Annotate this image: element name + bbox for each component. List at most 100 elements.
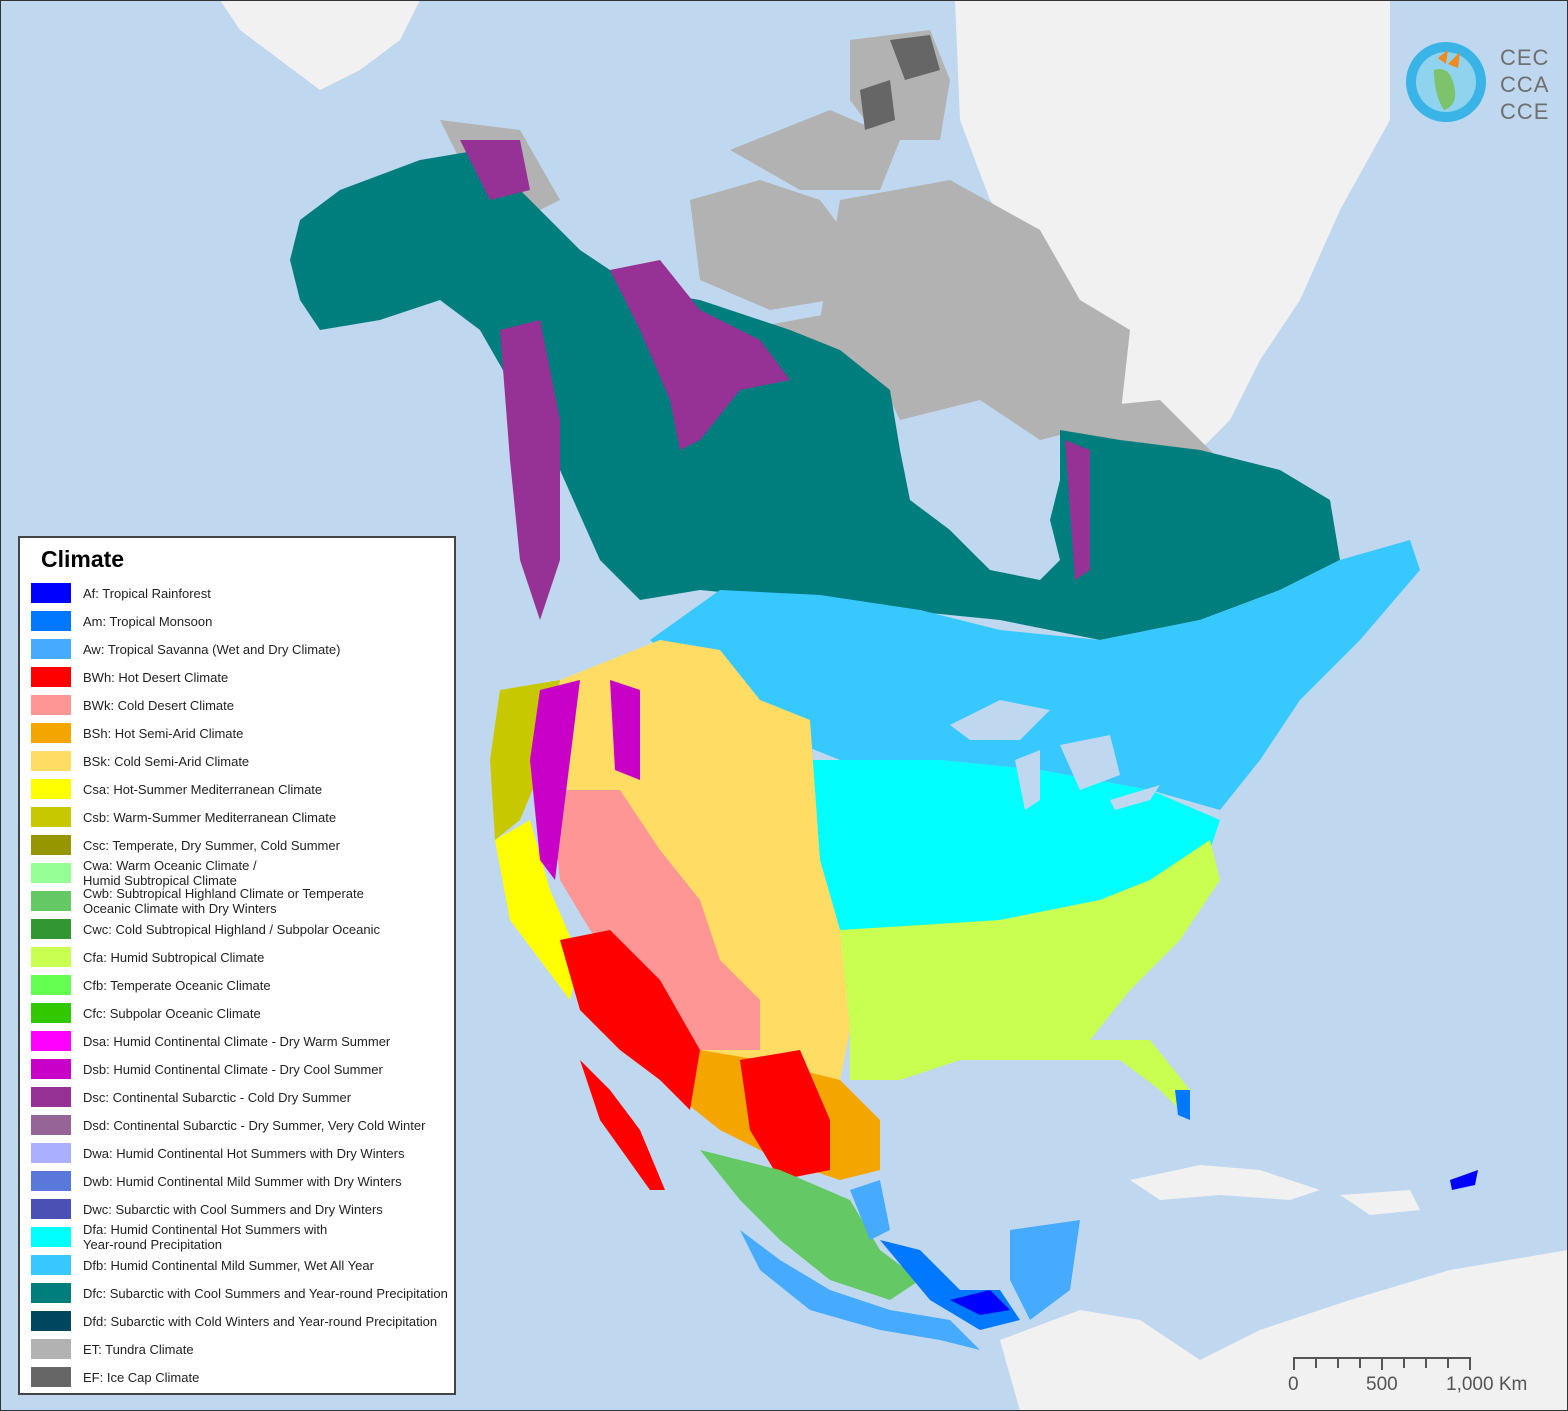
legend-label: Aw: Tropical Savanna (Wet and Dry Climat…	[83, 641, 341, 657]
legend-label: Dfb: Humid Continental Mild Summer, Wet …	[83, 1257, 374, 1273]
legend-swatch	[31, 779, 71, 799]
legend-label: Dwc: Subarctic with Cool Summers and Dry…	[83, 1201, 383, 1217]
legend-swatch	[31, 1143, 71, 1163]
legend-item: BSh: Hot Semi-Arid Climate	[31, 719, 448, 747]
logo-line-cec: CEC	[1500, 45, 1550, 70]
legend-item: Dsd: Continental Subarctic - Dry Summer,…	[31, 1111, 448, 1139]
legend-swatch	[31, 1255, 71, 1275]
great-lakes	[950, 700, 1160, 810]
legend-item: Dfa: Humid Continental Hot Summers with …	[31, 1222, 448, 1252]
legend-label: Am: Tropical Monsoon	[83, 613, 213, 629]
legend-swatch	[31, 863, 71, 883]
legend-item: Dsb: Humid Continental Climate - Dry Coo…	[31, 1055, 448, 1083]
legend-swatch	[31, 751, 71, 771]
globe-butterfly-icon	[1406, 42, 1486, 122]
region-cwb	[700, 1150, 920, 1300]
legend-swatch	[31, 835, 71, 855]
legend-swatch	[31, 807, 71, 827]
legend-item: EF: Ice Cap Climate	[31, 1363, 448, 1391]
scale-bar-ruler	[1293, 1357, 1471, 1370]
legend-item: Dfb: Humid Continental Mild Summer, Wet …	[31, 1251, 448, 1279]
legend-label: EF: Ice Cap Climate	[83, 1369, 200, 1385]
legend-swatch	[31, 1003, 71, 1023]
legend-swatch	[31, 1171, 71, 1191]
legend-label: Dwb: Humid Continental Mild Summer with …	[83, 1173, 402, 1189]
legend-swatch	[31, 891, 71, 911]
region-csa	[495, 820, 580, 1000]
legend-swatch	[31, 1115, 71, 1135]
legend-label: Csa: Hot-Summer Mediterranean Climate	[83, 781, 323, 797]
region-bwk	[550, 790, 760, 1050]
legend-item: Dwb: Humid Continental Mild Summer with …	[31, 1167, 448, 1195]
legend-item: Csc: Temperate, Dry Summer, Cold Summer	[31, 831, 448, 859]
region-dsb	[530, 680, 640, 880]
scale-label-1000: 1,000 Km	[1446, 1374, 1528, 1395]
legend-swatch	[31, 611, 71, 631]
logo-line-cca: CCA	[1500, 72, 1550, 97]
legend-item: Csb: Warm-Summer Mediterranean Climate	[31, 803, 448, 831]
legend-item: Dwa: Humid Continental Hot Summers with …	[31, 1139, 448, 1167]
legend-swatch	[31, 1339, 71, 1359]
legend-label: Dsd: Continental Subarctic - Dry Summer,…	[83, 1117, 426, 1133]
legend-item: Af: Tropical Rainforest	[31, 579, 448, 607]
ice-cap-regions	[860, 35, 940, 130]
legend-label: Dfc: Subarctic with Cool Summers and Yea…	[83, 1285, 448, 1301]
legend-swatch	[31, 1227, 71, 1247]
legend-label: Dfa: Humid Continental Hot Summers with …	[83, 1222, 328, 1252]
legend-list: Af: Tropical Rainforest Am: Tropical Mons…	[31, 579, 448, 1391]
region-dfb	[650, 540, 1420, 810]
hudson-bay	[900, 430, 1060, 580]
legend-swatch	[31, 1283, 71, 1303]
scale-bar: 0 500 1,000 Km	[1284, 1350, 1544, 1400]
legend-label: Cwa: Warm Oceanic Climate / Humid Subtro…	[83, 858, 257, 888]
legend-item: Dsa: Humid Continental Climate - Dry War…	[31, 1027, 448, 1055]
legend-item: Cwa: Warm Oceanic Climate / Humid Subtro…	[31, 858, 448, 888]
legend-item: Dwc: Subarctic with Cool Summers and Dry…	[31, 1195, 448, 1223]
legend-label: Af: Tropical Rainforest	[83, 585, 211, 601]
logo-text: CEC CCA CCE	[1500, 44, 1549, 125]
legend-item: BWk: Cold Desert Climate	[31, 691, 448, 719]
legend-item: Am: Tropical Monsoon	[31, 607, 448, 635]
region-dsc	[460, 140, 1090, 620]
legend-swatch	[31, 1199, 71, 1219]
legend-label: Cwc: Cold Subtropical Highland / Subpola…	[83, 921, 380, 937]
legend-item: BSk: Cold Semi-Arid Climate	[31, 747, 448, 775]
legend-swatch	[31, 639, 71, 659]
legend-label: Dsb: Humid Continental Climate - Dry Coo…	[83, 1061, 383, 1077]
legend-title: Climate	[41, 546, 125, 572]
legend-swatch	[31, 695, 71, 715]
legend-swatch	[31, 1367, 71, 1387]
legend-swatch	[31, 583, 71, 603]
legend-label: ET: Tundra Climate	[83, 1341, 194, 1357]
region-aw	[740, 1180, 1080, 1350]
legend-label: Dsc: Continental Subarctic - Cold Dry Su…	[83, 1089, 352, 1105]
scale-label-500: 500	[1366, 1374, 1398, 1395]
legend-item: Dsc: Continental Subarctic - Cold Dry Su…	[31, 1083, 448, 1111]
legend-label: Dsa: Humid Continental Climate - Dry War…	[83, 1033, 391, 1049]
legend-swatch	[31, 975, 71, 995]
scale-label-0: 0	[1288, 1374, 1299, 1395]
legend-item: Cfb: Temperate Oceanic Climate	[31, 971, 448, 999]
legend-label: Csc: Temperate, Dry Summer, Cold Summer	[83, 837, 340, 853]
legend-swatch	[31, 919, 71, 939]
legend-label: Dfd: Subarctic with Cold Winters and Yea…	[83, 1313, 438, 1329]
region-bwh	[560, 930, 830, 1190]
legend-item: Cwb: Subtropical Highland Climate or Tem…	[31, 886, 448, 916]
legend-label: Cfb: Temperate Oceanic Climate	[83, 977, 271, 993]
legend-label: BWh: Hot Desert Climate	[83, 669, 229, 685]
legend-label: Cfa: Humid Subtropical Climate	[83, 949, 265, 965]
legend-label: Cfc: Subpolar Oceanic Climate	[83, 1005, 261, 1021]
legend: Climate Af: Tropical Rainforest Am: Tropi…	[18, 536, 456, 1395]
surrounding-land	[220, 0, 1568, 1411]
legend-swatch	[31, 1087, 71, 1107]
region-florida-am	[1175, 1090, 1190, 1120]
legend-swatch	[31, 1031, 71, 1051]
legend-item: Dfd: Subarctic with Cold Winters and Yea…	[31, 1307, 448, 1335]
legend-label: Dwa: Humid Continental Hot Summers with …	[83, 1145, 405, 1161]
legend-item: Cwc: Cold Subtropical Highland / Subpola…	[31, 915, 448, 943]
legend-label: BSh: Hot Semi-Arid Climate	[83, 725, 244, 741]
legend-item: Dfc: Subarctic with Cool Summers and Yea…	[31, 1279, 448, 1307]
legend-swatch	[31, 723, 71, 743]
logo-line-cce: CCE	[1500, 99, 1550, 124]
legend-item: Cfa: Humid Subtropical Climate	[31, 943, 448, 971]
